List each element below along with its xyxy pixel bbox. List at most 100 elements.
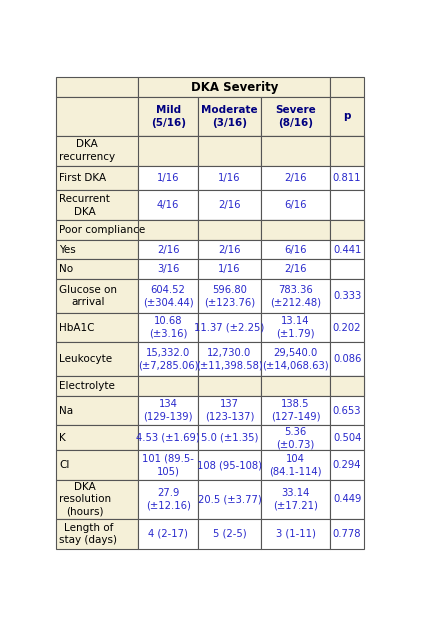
Text: 33.14
(±17.21): 33.14 (±17.21) <box>273 489 318 511</box>
Text: 134
(129-139): 134 (129-139) <box>143 399 193 422</box>
Bar <box>261 425 330 450</box>
Bar <box>198 166 261 190</box>
Text: 0.202: 0.202 <box>333 322 361 332</box>
Bar <box>330 519 364 549</box>
Bar <box>330 312 364 342</box>
Text: DKA Severity: DKA Severity <box>190 81 278 94</box>
Bar <box>138 166 198 190</box>
Text: 0.333: 0.333 <box>333 291 361 301</box>
Bar <box>56 166 138 190</box>
Bar <box>198 480 261 519</box>
Bar <box>330 279 364 312</box>
Text: 137
(123-137): 137 (123-137) <box>205 399 254 422</box>
Text: 0.294: 0.294 <box>333 460 361 470</box>
Bar <box>198 396 261 425</box>
Bar <box>56 425 138 450</box>
Bar <box>330 136 364 166</box>
Bar <box>330 240 364 260</box>
Bar <box>138 342 198 376</box>
Bar <box>198 450 261 480</box>
Bar <box>261 97 330 136</box>
Bar <box>138 97 198 136</box>
Text: 6/16: 6/16 <box>284 200 307 210</box>
Bar <box>56 97 138 136</box>
Bar <box>330 396 364 425</box>
Bar <box>56 450 138 480</box>
Bar <box>330 260 364 279</box>
Text: 0.449: 0.449 <box>333 495 361 505</box>
Text: 29,540.0
(±14,068.63): 29,540.0 (±14,068.63) <box>262 348 329 370</box>
Bar <box>138 279 198 312</box>
Text: 5.0 (±1.35): 5.0 (±1.35) <box>201 433 258 443</box>
Text: Cl: Cl <box>59 460 70 470</box>
Bar <box>198 240 261 260</box>
Text: 0.653: 0.653 <box>333 405 361 415</box>
Bar <box>330 166 364 190</box>
Bar <box>261 312 330 342</box>
Bar <box>261 279 330 312</box>
Text: DKA
resolution
(hours): DKA resolution (hours) <box>59 482 112 517</box>
Bar <box>138 425 198 450</box>
Bar <box>198 425 261 450</box>
Bar <box>330 190 364 220</box>
Bar <box>56 312 138 342</box>
Bar <box>261 190 330 220</box>
Bar <box>330 97 364 136</box>
Text: Moderate
(3/16): Moderate (3/16) <box>201 105 258 128</box>
Text: 2/16: 2/16 <box>284 264 307 274</box>
Text: 0.811: 0.811 <box>333 173 361 183</box>
Text: Na: Na <box>59 405 73 415</box>
Text: K: K <box>59 433 66 443</box>
Text: Yes: Yes <box>59 245 76 255</box>
Bar <box>56 78 138 97</box>
Bar <box>138 519 198 549</box>
Text: 27.9
(±12.16): 27.9 (±12.16) <box>146 489 190 511</box>
Bar <box>330 480 364 519</box>
Text: Length of
stay (days): Length of stay (days) <box>59 523 117 545</box>
Bar <box>198 519 261 549</box>
Bar <box>261 220 330 240</box>
Text: 1/16: 1/16 <box>218 264 241 274</box>
Text: 1/16: 1/16 <box>157 173 179 183</box>
Bar <box>198 376 261 396</box>
Bar <box>330 342 364 376</box>
Text: Electrolyte: Electrolyte <box>59 381 115 391</box>
Bar <box>198 220 261 240</box>
Bar <box>261 450 330 480</box>
Text: 596.80
(±123.76): 596.80 (±123.76) <box>204 285 255 307</box>
Bar <box>56 342 138 376</box>
Text: 10.68
(±3.16): 10.68 (±3.16) <box>149 316 187 339</box>
Bar <box>261 342 330 376</box>
Bar <box>198 97 261 136</box>
Text: Poor compliance: Poor compliance <box>59 225 145 235</box>
Bar <box>138 136 198 166</box>
Text: 0.778: 0.778 <box>333 529 361 539</box>
Bar <box>56 376 364 396</box>
Bar <box>261 480 330 519</box>
Bar <box>56 480 138 519</box>
Bar <box>198 312 261 342</box>
Bar <box>138 480 198 519</box>
Bar <box>56 136 364 166</box>
Bar <box>138 450 198 480</box>
Bar <box>261 166 330 190</box>
Text: 4/16: 4/16 <box>157 200 179 210</box>
Text: 2/16: 2/16 <box>284 173 307 183</box>
Bar <box>138 312 198 342</box>
Text: Glucose on
arrival: Glucose on arrival <box>59 285 117 307</box>
Bar <box>138 78 330 97</box>
Bar <box>330 220 364 240</box>
Text: No: No <box>59 264 73 274</box>
Text: 2/16: 2/16 <box>218 200 241 210</box>
Bar <box>56 220 364 240</box>
Text: Severe
(8/16): Severe (8/16) <box>275 105 316 128</box>
Bar <box>56 279 138 312</box>
Text: 6/16: 6/16 <box>284 245 307 255</box>
Text: First DKA: First DKA <box>59 173 106 183</box>
Text: DKA
recurrency: DKA recurrency <box>59 140 115 162</box>
Bar <box>261 136 330 166</box>
Text: 2/16: 2/16 <box>157 245 179 255</box>
Bar <box>138 190 198 220</box>
Text: HbA1C: HbA1C <box>59 322 95 332</box>
Text: 0.086: 0.086 <box>333 354 361 364</box>
